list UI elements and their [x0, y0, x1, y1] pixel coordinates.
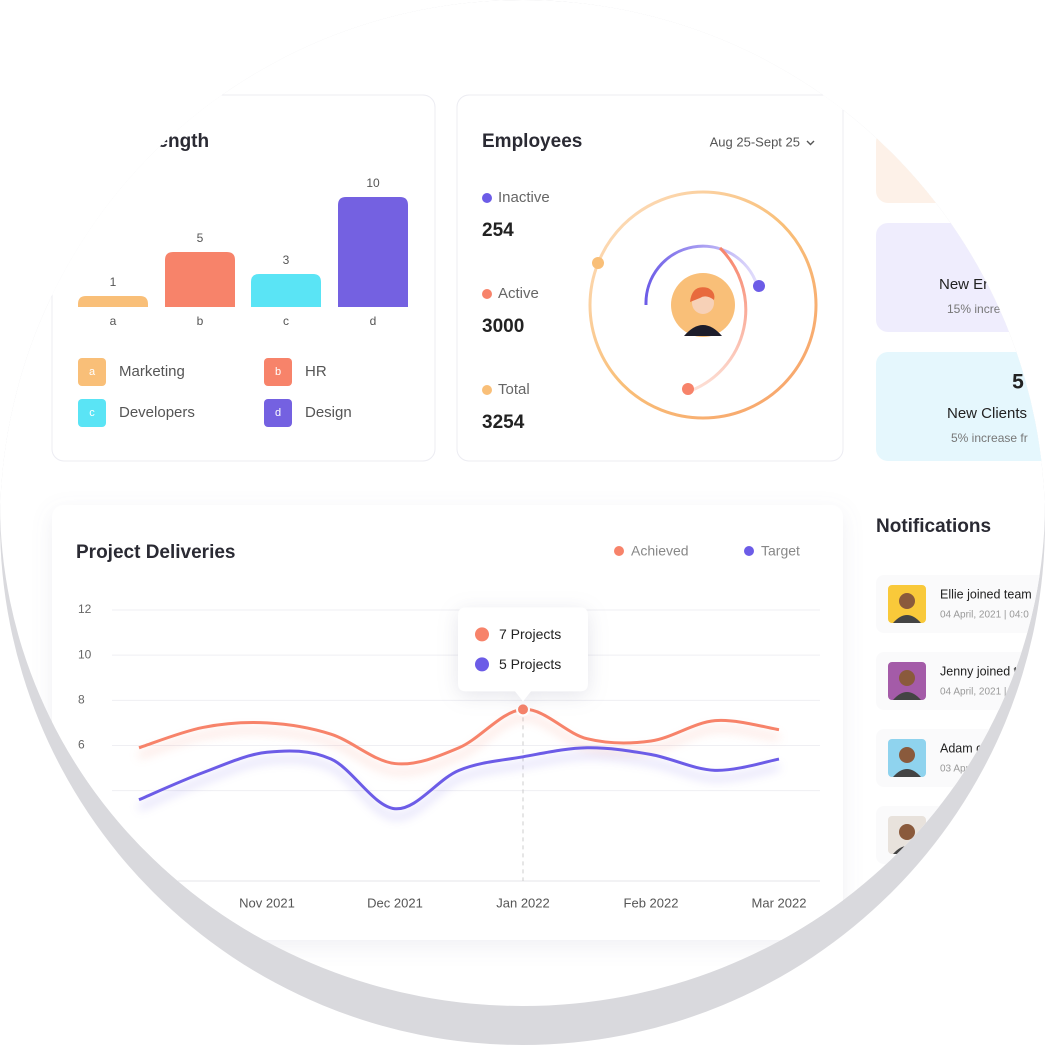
- status-dot: [482, 385, 492, 395]
- y-tick-label: 6: [78, 738, 85, 752]
- legend-label: Achieved: [631, 543, 689, 559]
- section-title: Notifications: [876, 516, 991, 537]
- employees-card: [456, 94, 844, 462]
- ring-dot: [753, 280, 765, 292]
- ring: [644, 244, 759, 306]
- stat-label: Inactive: [498, 189, 550, 206]
- x-tick-label: a: [110, 314, 117, 328]
- legend-badge: a: [89, 366, 96, 378]
- legend-marker: [614, 546, 624, 556]
- x-tick-label: Feb 2022: [624, 895, 679, 910]
- tooltip-text: 7 Projects: [499, 626, 561, 642]
- point: [516, 702, 530, 717]
- ring: [588, 190, 818, 420]
- chevron[interactable]: [806, 140, 815, 146]
- y-tick-label: 4: [78, 783, 85, 797]
- line-series: [138, 707, 780, 766]
- bar: [165, 252, 235, 307]
- stat-label: Total: [498, 381, 530, 398]
- ring-dot: [592, 257, 604, 269]
- x-tick-label: Mar 2022: [752, 895, 807, 910]
- x-tick-label: b: [197, 314, 204, 328]
- avatar: [690, 287, 715, 302]
- notification-text: P: [940, 818, 948, 832]
- avatar: [899, 824, 915, 840]
- legend-marker: [744, 546, 754, 556]
- card-title: Project Deliveries: [76, 542, 235, 563]
- avatar: [893, 769, 921, 777]
- x-tick-label: Nov 2021: [239, 895, 295, 910]
- avatar: [893, 615, 921, 623]
- bar: [338, 197, 408, 307]
- date-range[interactable]: Aug 25-Sept 25: [710, 134, 800, 149]
- y-tick-label: 10: [78, 647, 92, 661]
- stat-label: Active: [498, 285, 539, 302]
- legend-label: Marketing: [119, 363, 185, 380]
- stat-value: 254: [482, 220, 514, 241]
- avatar: [893, 692, 921, 700]
- tooltip-text: 5 Projects: [499, 656, 561, 672]
- y-tick-label: 12: [78, 602, 92, 616]
- status-dot: [482, 193, 492, 203]
- notification-time: 04 April, 2021 |: [940, 687, 1007, 698]
- legend-label: Design: [305, 404, 352, 421]
- legend-label: HR: [305, 363, 327, 380]
- card-title: Employees: [482, 131, 582, 152]
- side-card: [876, 352, 1045, 461]
- dashboard-canvas: rength Employees Aug 25-Sept 25 Notifica…: [51, 94, 1045, 941]
- legend-badge: b: [275, 366, 281, 378]
- value-label: 1: [110, 275, 117, 289]
- deliveries-card: [52, 505, 843, 940]
- avatar: [684, 325, 722, 336]
- avatar: [899, 593, 915, 609]
- card-subtitle: 15% incre: [947, 302, 1001, 316]
- notification-time: 03 April,: [940, 764, 976, 775]
- avatar: [899, 747, 915, 763]
- tooltip-marker: [475, 657, 489, 672]
- legend-badge: c: [89, 407, 95, 419]
- notification-text: Jenny joined t: [940, 664, 1018, 678]
- value-label: 10: [366, 176, 380, 190]
- legend-label: Developers: [119, 404, 195, 421]
- notification-text: Ellie joined team: [940, 587, 1032, 601]
- legend-badge: d: [275, 407, 281, 419]
- stat-value: 3000: [482, 316, 524, 337]
- stat-value: 3254: [482, 412, 525, 433]
- dashboard: rength Employees Aug 25-Sept 25 Notifica…: [0, 0, 1045, 1006]
- avatar: [899, 670, 915, 686]
- tooltip: [458, 607, 588, 702]
- value-label: 5: [197, 231, 204, 245]
- x-tick-label: Dec 2021: [367, 895, 423, 910]
- ring: [689, 246, 748, 393]
- tooltip-marker: [475, 627, 489, 642]
- bar: [78, 296, 148, 307]
- status-dot: [482, 289, 492, 299]
- card-title: rength: [150, 131, 209, 152]
- line-series: [138, 746, 780, 811]
- notification-time: 04 April, 2021 | 04:0: [940, 610, 1029, 621]
- side-card: [876, 130, 1045, 203]
- card-subtitle: 5% increase fr: [951, 431, 1028, 445]
- legend-swatch: [264, 399, 292, 427]
- x-tick-label: Jan 2022: [496, 895, 550, 910]
- ring-dot: [682, 383, 694, 395]
- bar: [251, 274, 321, 307]
- card-title: New Clients: [947, 405, 1027, 422]
- notification-item: [876, 883, 1045, 941]
- legend-swatch: [264, 358, 292, 386]
- card-title: New Er: [939, 276, 988, 293]
- legend-swatch: [78, 358, 106, 386]
- x-tick-label: d: [370, 314, 377, 328]
- value-label: 3: [283, 253, 290, 267]
- y-tick-label: 8: [78, 693, 85, 707]
- legend-swatch: [78, 399, 106, 427]
- notification-text: Adam go: [940, 741, 990, 755]
- x-tick-label: c: [283, 314, 289, 328]
- legend-label: Target: [761, 543, 800, 559]
- card-value: 5: [1012, 371, 1024, 394]
